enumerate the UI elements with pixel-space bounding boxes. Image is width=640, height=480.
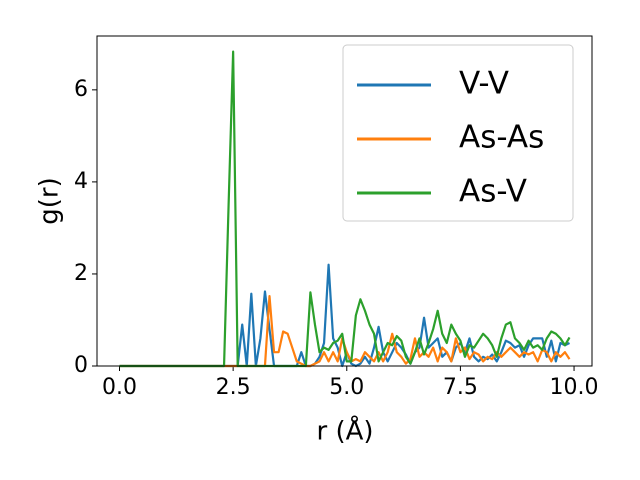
plot-frame [96, 35, 593, 367]
legend-label: As-As [459, 120, 544, 156]
line-series [119, 294, 571, 368]
legend-box [342, 44, 574, 222]
x-tick-label: 5.0 [329, 375, 364, 400]
legend-label: As-V [459, 174, 527, 210]
y-axis-label: g(r) [35, 177, 65, 224]
x-tick-label: 10.0 [550, 375, 599, 400]
y-tick-label: 0 [74, 353, 88, 378]
y-tick-label: 6 [74, 77, 88, 102]
y-tick-label: 2 [74, 261, 88, 286]
x-axis-label: r (Å) [316, 415, 373, 447]
y-tick-label: 4 [74, 169, 88, 194]
legend-label: V-V [459, 66, 509, 102]
x-tick-label: 0.0 [102, 375, 137, 400]
x-tick-label: 7.5 [443, 375, 478, 400]
x-tick-label: 2.5 [216, 375, 251, 400]
